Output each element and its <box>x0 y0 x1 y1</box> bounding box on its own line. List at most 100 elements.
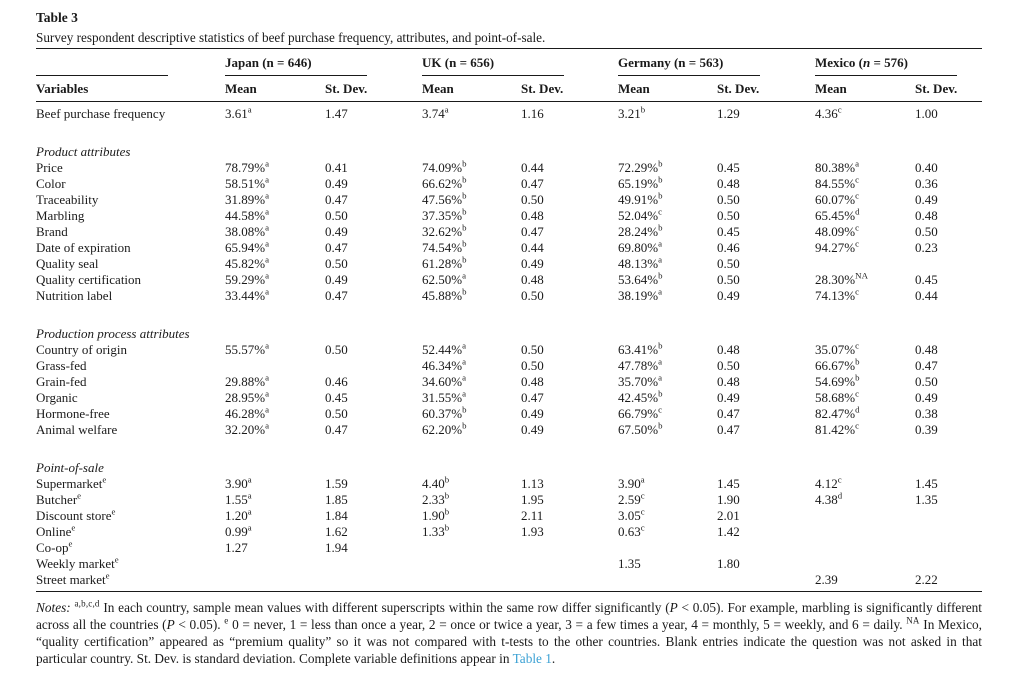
mean-cell: 35.07%c <box>815 340 860 357</box>
sd-cell: 0.44 <box>915 288 938 303</box>
sd-cell <box>915 256 982 272</box>
sd-cell: 2.11 <box>521 508 544 523</box>
mean-cell <box>422 540 521 556</box>
mean-cell: 3.74a <box>422 104 449 121</box>
note-text: < 0.05). <box>174 617 225 632</box>
mean-cell: 74.54%b <box>422 238 467 255</box>
col-header-sd-mexico: St. Dev. <box>915 80 958 96</box>
table-row: Beef purchase frequency 3.61a 1.47 3.74a 1.1… <box>36 104 982 122</box>
row-label: Grain-fed <box>36 374 87 389</box>
sd-cell: 0.49 <box>325 272 348 287</box>
mean-cell: 61.28%b <box>422 254 467 271</box>
col-header-mean-uk: Mean <box>422 80 454 96</box>
sd-cell: 0.48 <box>915 208 938 223</box>
mean-cell: 3.61a <box>225 104 252 121</box>
col-header-sd-germany: St. Dev. <box>717 80 760 96</box>
row-label: Animal welfare <box>36 422 118 437</box>
mean-cell <box>225 556 325 572</box>
sd-cell: 0.44 <box>521 240 544 255</box>
sd-cell: 0.49 <box>325 176 348 191</box>
table-row: Discount storee 1.20a 1.84 1.90b 2.11 3.05c 2.… <box>36 506 982 524</box>
mean-cell: 81.42%c <box>815 420 860 437</box>
mean-cell: 33.44%a <box>225 286 270 303</box>
sd-cell: 0.47 <box>325 288 348 303</box>
mean-cell: 0.99a <box>225 522 252 539</box>
mean-cell: 65.94%a <box>225 238 270 255</box>
mean-cell: 2.39 <box>815 572 838 587</box>
sd-cell: 0.39 <box>915 422 938 437</box>
row-label: Brand <box>36 224 68 239</box>
table-row: Traceability 31.89%a 0.47 47.56%b 0.50 49.91%… <box>36 190 982 208</box>
sd-cell: 0.49 <box>521 422 544 437</box>
row-label: Date of expiration <box>36 240 131 255</box>
mean-cell: 62.50%a <box>422 270 467 287</box>
sd-cell: 0.45 <box>325 390 348 405</box>
sd-cell: 0.45 <box>717 160 740 175</box>
mean-cell: 32.62%b <box>422 222 467 239</box>
sd-cell: 0.47 <box>717 406 740 421</box>
sd-cell: 2.22 <box>915 572 938 587</box>
row-label: Traceability <box>36 192 99 207</box>
note-text: 0 = never, 1 = less than once a year, 2 … <box>228 617 907 632</box>
mean-cell: 1.27 <box>225 540 248 555</box>
mean-cell: 35.70%a <box>618 372 663 389</box>
mean-cell: 45.82%a <box>225 254 270 271</box>
table-1-link[interactable]: Table 1 <box>512 651 552 666</box>
mean-cell: 60.07%c <box>815 190 860 207</box>
sd-cell: 0.46 <box>717 240 740 255</box>
mean-cell: 1.90b <box>422 506 450 523</box>
sd-cell: 1.95 <box>521 492 544 507</box>
sd-cell: 0.50 <box>915 374 938 389</box>
table-row: Price 78.79%a 0.41 74.09%b 0.44 72.29%b 0.45 80… <box>36 159 982 176</box>
sd-cell: 0.50 <box>521 192 544 207</box>
sd-cell: 1.94 <box>325 540 348 555</box>
mean-cell: 63.41%b <box>618 340 663 357</box>
mean-cell: 74.13%c <box>815 286 860 303</box>
note-text: . <box>551 651 556 666</box>
section-row: Product attributes <box>36 144 982 160</box>
sd-cell: 1.85 <box>325 492 348 507</box>
group-header-mexico: Mexico (n = 576) <box>815 49 982 76</box>
row-label: Co-ope <box>36 538 73 555</box>
row-label: Price <box>36 160 63 175</box>
sd-cell: 0.48 <box>521 272 544 287</box>
mean-cell: 62.20%b <box>422 420 467 437</box>
sd-cell <box>521 572 618 588</box>
mean-cell: 66.79%c <box>618 404 663 421</box>
mean-cell: 4.12c <box>815 474 842 491</box>
sd-cell: 0.45 <box>717 224 740 239</box>
table-notes: Notes: a,b,c,d In each country, sample m… <box>36 599 982 667</box>
row-label: Quality seal <box>36 256 99 271</box>
table-caption: Survey respondent descriptive statistics… <box>36 30 546 45</box>
row-label: Supermarkete <box>36 474 107 491</box>
mean-cell: 38.08%a <box>225 222 270 239</box>
mean-cell: 59.29%a <box>225 270 270 287</box>
row-label: Discount storee <box>36 506 116 523</box>
mean-cell: 52.04%c <box>618 206 663 223</box>
sd-cell: 0.50 <box>717 256 740 271</box>
mean-cell: 1.33b <box>422 522 450 539</box>
mean-cell: 37.35%b <box>422 206 467 223</box>
mean-cell <box>422 556 521 572</box>
table-row: Brand 38.08%a 0.49 32.62%b 0.47 28.24%b 0.45 48… <box>36 222 982 240</box>
col-header-mean-mexico: Mean <box>815 80 847 96</box>
note-italic: P <box>166 617 175 632</box>
note-superscript: e <box>224 615 229 626</box>
mean-cell <box>225 358 325 374</box>
col-header-sd-uk: St. Dev. <box>521 80 564 96</box>
mean-cell: 32.20%a <box>225 420 270 437</box>
mean-cell: 2.33b <box>422 490 450 507</box>
col-header-mean-germany: Mean <box>618 80 650 96</box>
row-label: Nutrition label <box>36 288 113 303</box>
mean-cell: 4.36c <box>815 104 842 121</box>
sd-cell: 1.45 <box>717 476 740 491</box>
sd-cell: 1.47 <box>325 106 348 121</box>
table-row: Co-ope 1.27 1.94 <box>36 538 982 556</box>
table-row: Marbling 44.58%a 0.50 37.35%b 0.48 52.04%c 0.5… <box>36 206 982 224</box>
sd-cell: 0.50 <box>325 208 348 223</box>
mean-cell: 58.51%a <box>225 174 270 191</box>
sd-cell: 0.48 <box>915 342 938 357</box>
sd-cell: 0.49 <box>717 288 740 303</box>
mean-cell: 34.60%a <box>422 372 467 389</box>
